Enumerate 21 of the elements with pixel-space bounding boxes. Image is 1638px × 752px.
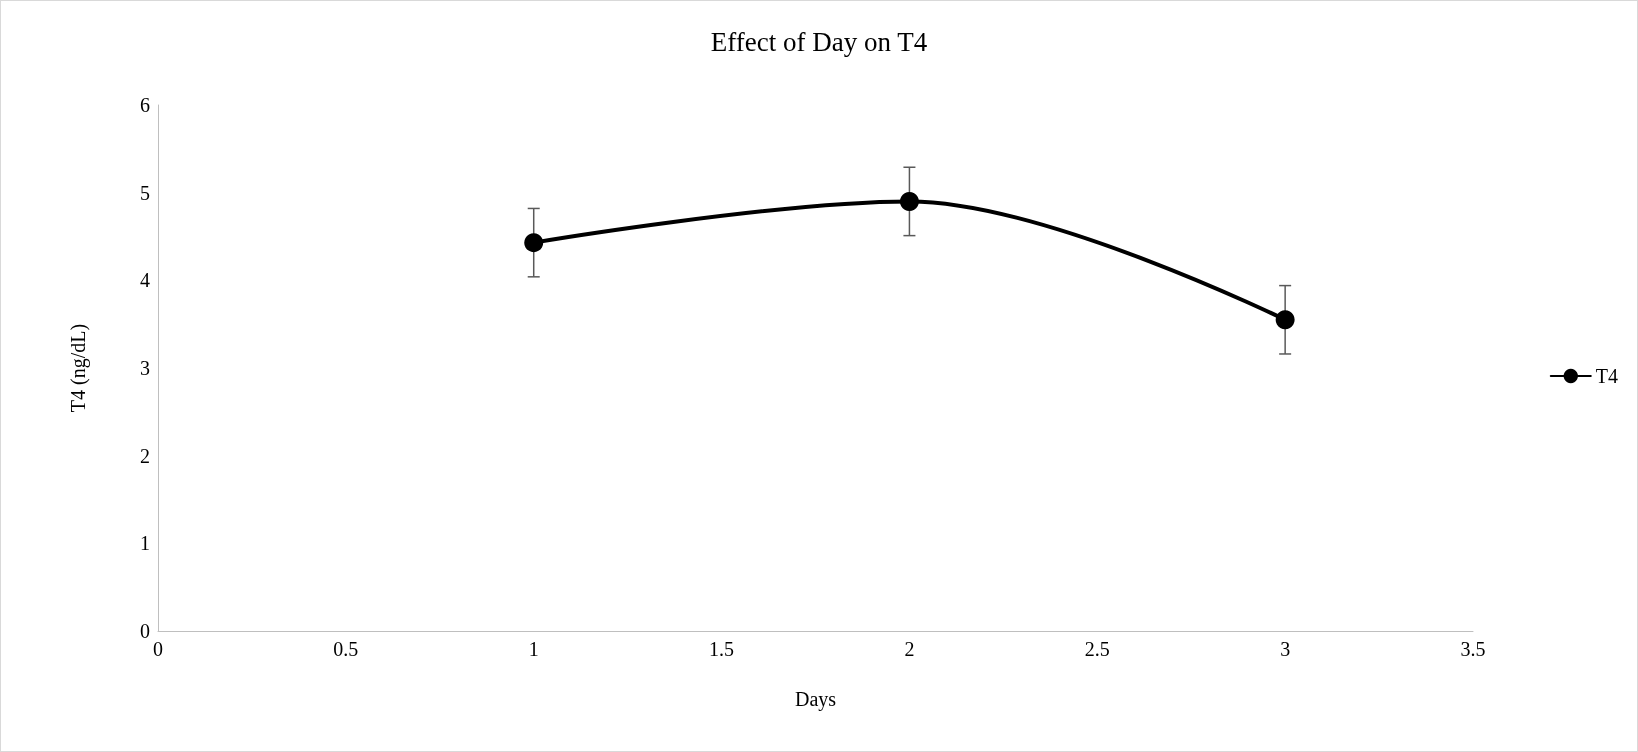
y-axis-title: T4 (ng/dL) (67, 323, 90, 413)
x-tick-label: 2 (904, 638, 915, 660)
point (524, 233, 544, 253)
legend-label: T4 (1595, 365, 1618, 387)
y-tick-label: 5 (140, 181, 150, 204)
chart-title: Effect of Day on T4 (710, 26, 928, 57)
y-tick-label: 1 (140, 532, 150, 555)
y-tick-label: 2 (140, 444, 150, 467)
y-tick-label: 4 (140, 269, 150, 292)
x-tick-label: 1.5 (709, 638, 735, 660)
point (1275, 310, 1295, 330)
x-tick-label: 3.5 (1460, 638, 1486, 660)
y-tick-label: 6 (140, 94, 150, 116)
x-tick-label: 3 (1280, 638, 1291, 660)
y-tick-label: 0 (140, 620, 150, 642)
x-axis-title: Days (794, 688, 837, 711)
x-tick-label: 2.5 (1084, 638, 1110, 660)
y-tick-label: 3 (140, 357, 150, 379)
point (899, 191, 919, 211)
x-tick-label: 0.5 (333, 638, 359, 660)
x-tick-label: 1 (528, 638, 539, 660)
